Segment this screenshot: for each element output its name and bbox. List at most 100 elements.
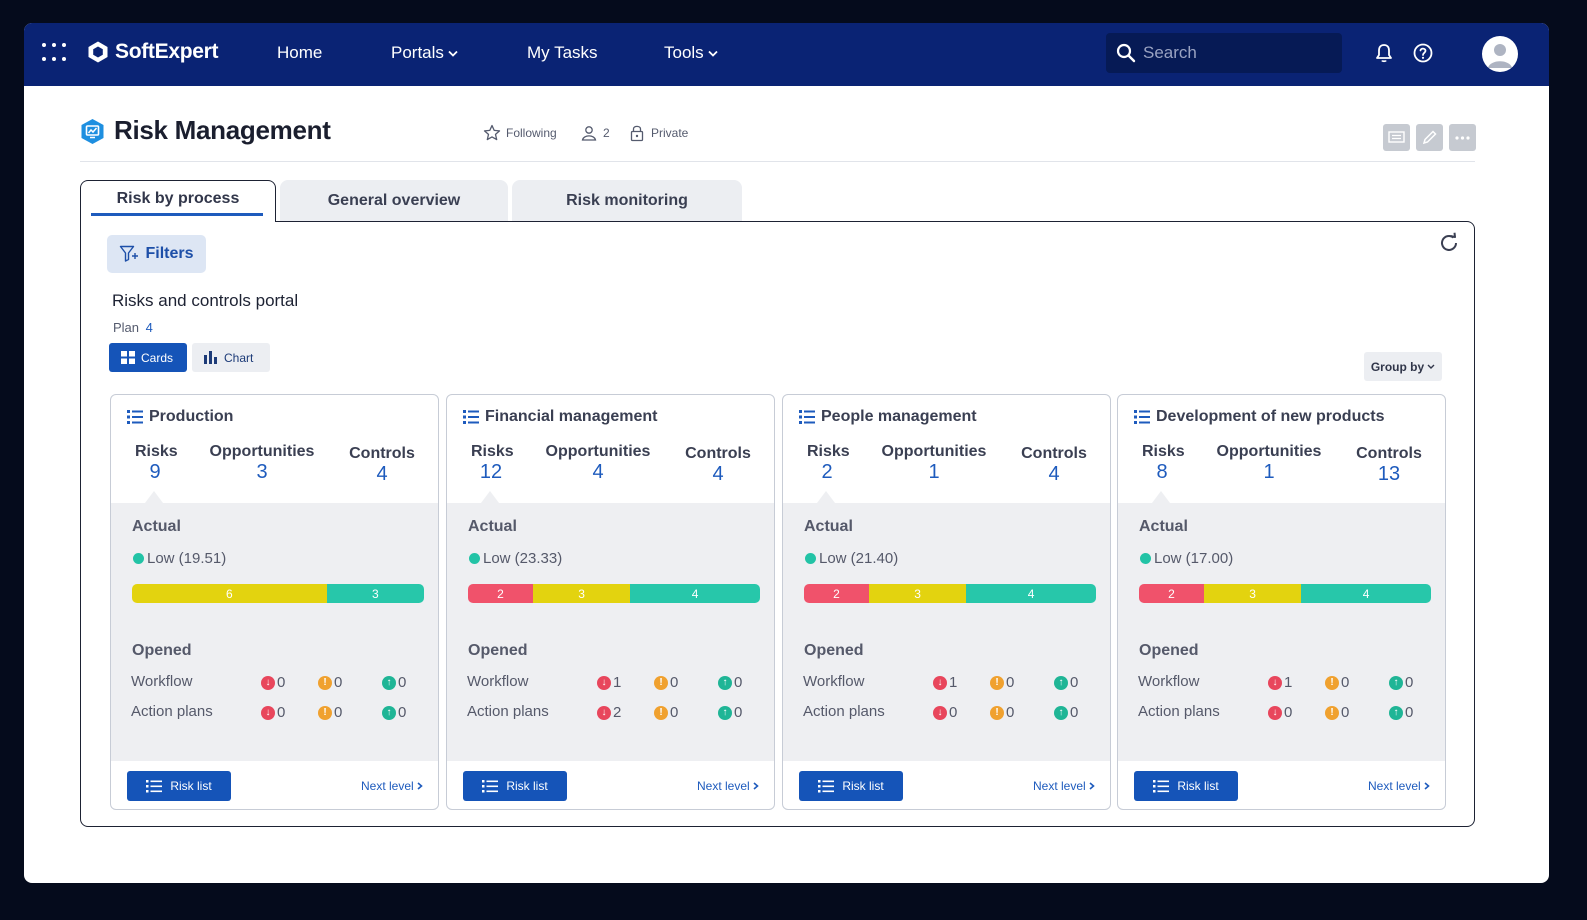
- controls-stat[interactable]: Controls 4: [1019, 445, 1089, 486]
- action-plans-teal-count[interactable]: ↑ 0: [718, 704, 742, 721]
- indicator-value: 0: [1341, 704, 1350, 721]
- action-plans-orange-count[interactable]: ! 0: [1325, 704, 1349, 721]
- cards-view-label: Cards: [141, 350, 174, 365]
- risks-count: 8: [1156, 461, 1168, 483]
- user-avatar[interactable]: [1482, 36, 1518, 72]
- bar-segment-teal: 4: [630, 584, 760, 603]
- search-input[interactable]: [1143, 43, 1333, 63]
- risks-stat[interactable]: Risks 8: [1142, 443, 1185, 484]
- selection-pointer: [145, 491, 163, 503]
- bell-icon[interactable]: [1373, 42, 1395, 64]
- indicator-value: 0: [1070, 704, 1079, 721]
- following-toggle[interactable]: Following: [483, 124, 557, 142]
- opportunities-stat[interactable]: Opportunities 1: [1214, 443, 1324, 484]
- tab-risk-monitoring[interactable]: Risk monitoring: [512, 180, 742, 221]
- workflow-red-count[interactable]: ↓ 1: [1268, 674, 1292, 691]
- bar-segment-red: 2: [804, 584, 869, 603]
- opportunities-stat[interactable]: Opportunities 1: [879, 443, 989, 484]
- action-plans-teal-count[interactable]: ↑ 0: [1389, 704, 1413, 721]
- indicator-value: 0: [949, 704, 958, 721]
- indicator-value: 0: [398, 674, 407, 691]
- risk-list-button[interactable]: Risk list: [1134, 771, 1238, 801]
- brand-logo[interactable]: SoftExpert: [86, 40, 218, 64]
- indicator-value: 1: [949, 674, 958, 691]
- action-plans-teal-count[interactable]: ↑ 0: [1054, 704, 1078, 721]
- opportunities-stat[interactable]: Opportunities 4: [543, 443, 653, 484]
- refresh-icon[interactable]: [1438, 232, 1460, 254]
- nav-home[interactable]: Home: [277, 43, 322, 63]
- nav-portals[interactable]: Portals: [391, 43, 458, 63]
- tab-risk-by-process[interactable]: Risk by process: [80, 180, 276, 222]
- risks-label: Risks: [1142, 443, 1185, 460]
- pencil-icon: [1422, 130, 1437, 145]
- risks-stat[interactable]: Risks 2: [807, 443, 850, 484]
- workflow-orange-count[interactable]: ! 0: [318, 674, 342, 691]
- risk-list-button[interactable]: Risk list: [799, 771, 903, 801]
- workflow-orange-count[interactable]: ! 0: [1325, 674, 1349, 691]
- workflow-orange-count[interactable]: ! 0: [654, 674, 678, 691]
- members-count[interactable]: 2: [580, 124, 610, 142]
- next-level-link[interactable]: Next level: [697, 779, 759, 793]
- nav-my-tasks[interactable]: My Tasks: [527, 43, 598, 63]
- tab-label: Risk by process: [116, 190, 240, 207]
- workflow-red-count[interactable]: ↓ 1: [933, 674, 957, 691]
- workflow-red-count[interactable]: ↓ 1: [597, 674, 621, 691]
- next-level-link[interactable]: Next level: [361, 779, 423, 793]
- visibility-indicator[interactable]: Private: [628, 124, 688, 142]
- more-options-button[interactable]: [1449, 124, 1476, 151]
- action-plans-orange-count[interactable]: ! 0: [990, 704, 1014, 721]
- help-icon[interactable]: [1412, 42, 1434, 64]
- filter-icon: [120, 245, 139, 262]
- cards-view-button[interactable]: Cards: [109, 343, 187, 372]
- action-plans-orange-count[interactable]: ! 0: [654, 704, 678, 721]
- card-header[interactable]: Development of new products: [1134, 408, 1384, 426]
- risk-list-button[interactable]: Risk list: [127, 771, 231, 801]
- decrease-icon: ↓: [1268, 705, 1282, 720]
- card-header[interactable]: Financial management: [463, 408, 658, 426]
- card-header[interactable]: Production: [127, 408, 233, 426]
- level-dot-icon: [1140, 553, 1151, 564]
- action-plans-red-count[interactable]: ↓ 2: [597, 704, 621, 721]
- risks-stat[interactable]: Risks 12: [471, 443, 514, 484]
- workflow-teal-count[interactable]: ↑ 0: [382, 674, 406, 691]
- workflow-label: Workflow: [467, 673, 529, 690]
- list-icon: [146, 779, 163, 792]
- workflow-teal-count[interactable]: ↑ 0: [718, 674, 742, 691]
- workflow-teal-count[interactable]: ↑ 0: [1054, 674, 1078, 691]
- next-level-link[interactable]: Next level: [1368, 779, 1430, 793]
- action-plans-red-count[interactable]: ↓ 0: [261, 704, 285, 721]
- controls-stat[interactable]: Controls 13: [1354, 445, 1424, 486]
- workflow-orange-count[interactable]: ! 0: [990, 674, 1014, 691]
- opportunities-stat[interactable]: Opportunities 3: [207, 443, 317, 484]
- chart-view-button[interactable]: Chart: [192, 343, 270, 372]
- tab-general-overview[interactable]: General overview: [280, 180, 508, 221]
- workflow-red-count[interactable]: ↓ 0: [261, 674, 285, 691]
- action-plans-teal-count[interactable]: ↑ 0: [382, 704, 406, 721]
- risks-stat[interactable]: Risks 9: [135, 443, 178, 484]
- nav-tools[interactable]: Tools: [664, 43, 718, 63]
- controls-stat[interactable]: Controls 4: [347, 445, 417, 486]
- edit-button[interactable]: [1416, 124, 1443, 151]
- bar-segment-yellow: 3: [868, 584, 967, 603]
- action-plans-red-count[interactable]: ↓ 0: [933, 704, 957, 721]
- card-body: [447, 503, 774, 761]
- action-plans-orange-count[interactable]: ! 0: [318, 704, 342, 721]
- indicator-value: 0: [734, 704, 743, 721]
- controls-stat[interactable]: Controls 4: [683, 445, 753, 486]
- list-icon: [1153, 779, 1170, 792]
- filters-button[interactable]: Filters: [107, 235, 206, 273]
- process-card: People management Risks 2 Opportunities …: [782, 394, 1111, 810]
- card-header[interactable]: People management: [799, 408, 977, 426]
- app-launcher-icon[interactable]: [42, 43, 68, 65]
- workflow-teal-count[interactable]: ↑ 0: [1389, 674, 1413, 691]
- action-plans-red-count[interactable]: ↓ 0: [1268, 704, 1292, 721]
- comments-button[interactable]: [1383, 124, 1410, 151]
- risk-list-button[interactable]: Risk list: [463, 771, 567, 801]
- increase-icon: ↑: [1389, 675, 1403, 690]
- group-by-dropdown[interactable]: Group by: [1364, 352, 1442, 381]
- next-level-link[interactable]: Next level: [1033, 779, 1095, 793]
